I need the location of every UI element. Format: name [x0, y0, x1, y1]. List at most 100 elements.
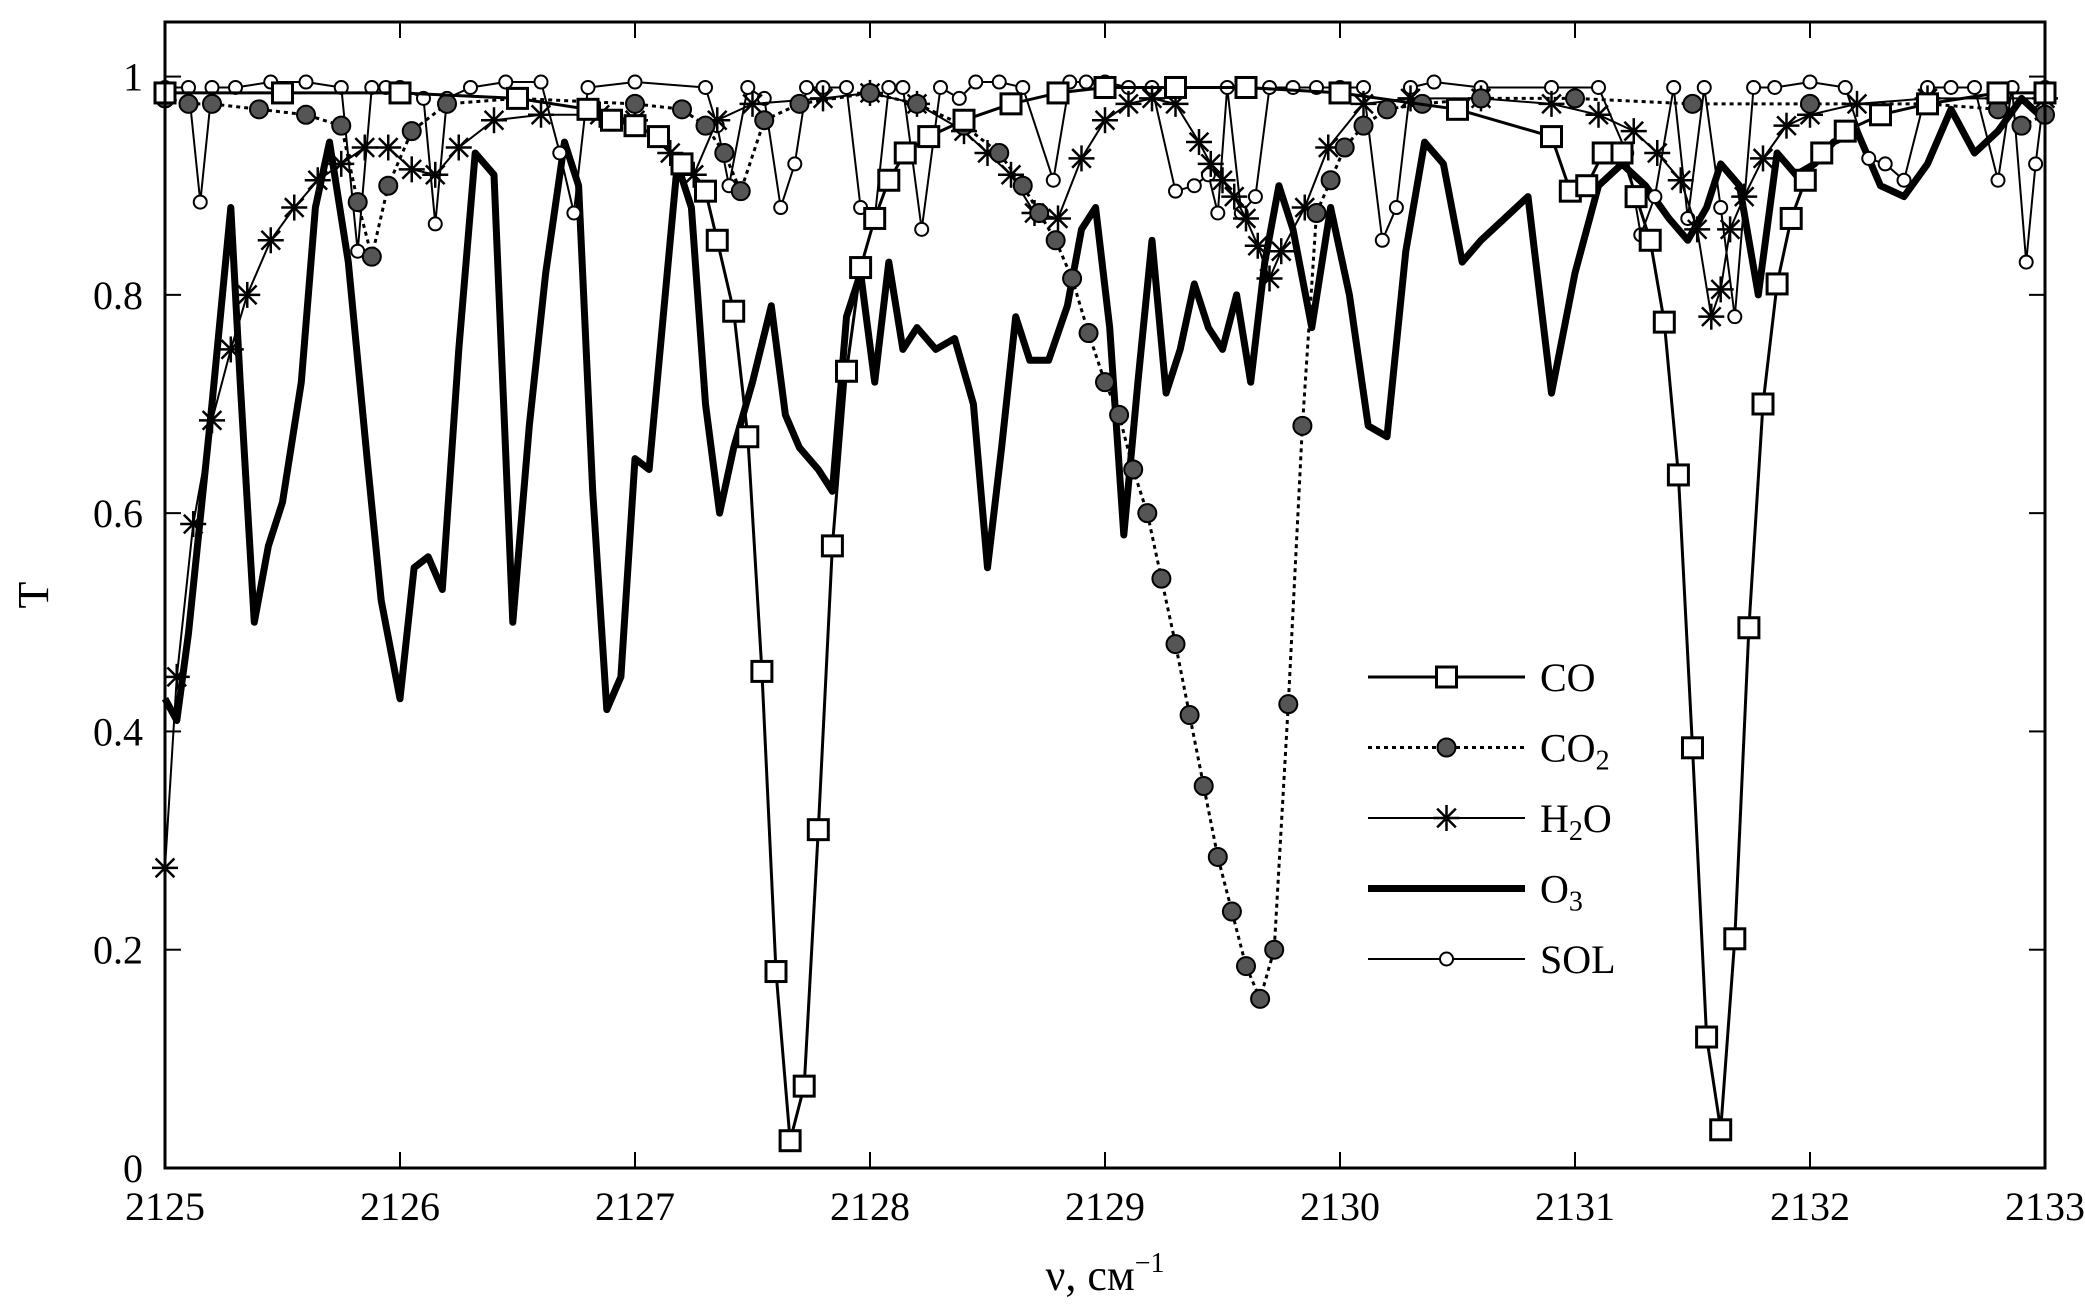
asterisk-stroke: [1259, 268, 1280, 289]
y-tick-label: 0.8: [93, 273, 143, 318]
x-axis-label: ν, см−1: [1045, 1248, 1164, 1300]
data-point-sol: [951, 90, 967, 106]
data-point-co: [647, 125, 670, 149]
data-point-co2: [178, 93, 199, 114]
data-point-sol: [1990, 172, 2006, 188]
data-point-sol: [1837, 79, 1853, 95]
data-point-co: [1540, 125, 1563, 149]
data-point-co: [1328, 81, 1352, 105]
asterisk-stroke: [1670, 170, 1691, 191]
asterisk-stroke: [1436, 807, 1457, 829]
data-point-co2: [1377, 99, 1397, 120]
data-point-h2o: [1115, 90, 1142, 117]
asterisk-stroke: [1701, 306, 1722, 327]
legend-label-main: SOL: [1540, 937, 1616, 982]
data-point-co: [1046, 81, 1070, 105]
series-o3: [161, 94, 2048, 724]
x-tick-label: 2129: [1065, 1184, 1145, 1229]
data-point-co: [388, 81, 412, 105]
legend-label: SOL: [1540, 937, 1616, 982]
data-point-co2: [1221, 901, 1242, 922]
legend-label-sub: 2: [1569, 816, 1583, 847]
asterisk-stroke: [742, 93, 763, 115]
data-point-h2o: [422, 161, 449, 188]
data-point-co: [271, 81, 294, 105]
asterisk-stroke: [1846, 93, 1868, 115]
data-point-co2: [1012, 175, 1033, 196]
data-point-h2o: [180, 511, 207, 538]
data-point-co: [670, 152, 694, 176]
data-point-h2o: [1667, 167, 1694, 194]
asterisk-stroke: [483, 109, 505, 131]
asterisk-stroke: [1247, 235, 1268, 256]
data-point-sol: [698, 79, 713, 95]
legend-item-co2: CO2: [1368, 726, 1610, 777]
data-point-co: [1916, 92, 1939, 116]
data-point-co: [1164, 75, 1187, 99]
data-point-sol: [1713, 200, 1729, 216]
data-point-co2: [1334, 137, 1355, 158]
data-point-co2: [754, 110, 775, 131]
data-point-h2o: [1197, 150, 1224, 177]
data-point-co: [806, 818, 830, 842]
data-point-h2o: [281, 194, 308, 221]
y-tick-label: 0.6: [93, 491, 143, 536]
data-point-sol: [1696, 79, 1712, 95]
data-point-co2: [2011, 115, 2032, 136]
x-tick-label: 2130: [1300, 1184, 1380, 1229]
series-line-o3: [161, 94, 2048, 724]
data-point-co2: [202, 93, 222, 114]
data-point-co: [1446, 97, 1469, 121]
legend-item-sol: SOL: [1368, 937, 1616, 982]
legend-label-main: CO: [1540, 726, 1596, 771]
data-point-sol: [627, 74, 643, 90]
data-point-h2o: [257, 227, 284, 254]
data-point-co2: [1123, 459, 1144, 480]
data-point-sol: [463, 79, 478, 95]
asterisk-stroke: [201, 410, 223, 431]
data-point-co: [1093, 75, 1117, 99]
data-point-co: [750, 659, 774, 683]
data-point-sol: [914, 221, 930, 237]
data-point-sol: [1767, 79, 1783, 95]
data-point-co: [1833, 119, 1857, 143]
data-point-sol: [895, 79, 911, 95]
legend-label-suffix: O: [1583, 796, 1612, 841]
data-point-co: [1869, 103, 1892, 127]
y-tick-label: 0.4: [93, 709, 143, 754]
data-point-h2o: [481, 107, 507, 134]
data-point-co: [1575, 174, 1599, 198]
data-point-sol: [1045, 172, 1061, 188]
data-point-co2: [1045, 230, 1066, 251]
asterisk-stroke: [1212, 170, 1233, 191]
asterisk-stroke: [812, 88, 834, 109]
data-point-sol: [1374, 232, 1390, 248]
data-point-co: [722, 299, 746, 323]
data-point-co: [1666, 463, 1690, 487]
asterisk-stroke: [1710, 279, 1731, 300]
legend-label-sub: 2: [1596, 746, 1610, 777]
data-point-h2o: [1844, 90, 1870, 117]
data-point-co2: [989, 142, 1010, 163]
asterisk-stroke: [220, 339, 242, 360]
asterisk-stroke: [1318, 137, 1339, 158]
series-group: [152, 74, 2058, 1153]
asterisk-stroke: [660, 142, 681, 164]
asterisk-stroke: [354, 137, 375, 158]
data-point-co2: [249, 99, 269, 120]
data-point-co2: [1193, 776, 1214, 796]
data-point-co: [952, 108, 976, 132]
asterisk-stroke: [1588, 104, 1609, 126]
asterisk-stroke: [1000, 164, 1022, 186]
data-point-sol: [881, 79, 897, 95]
data-point-co: [1638, 228, 1662, 252]
data-point-sol: [1247, 189, 1263, 205]
x-tick-label: 2126: [360, 1184, 440, 1229]
data-point-co2: [296, 104, 316, 125]
data-point-sol: [740, 79, 756, 95]
legend-label: CO2: [1540, 726, 1610, 777]
data-point-sol: [2028, 156, 2044, 172]
data-point-co: [1986, 81, 2010, 105]
x-tick-label: 2132: [1770, 1184, 1850, 1229]
data-point-co2: [1320, 170, 1341, 191]
